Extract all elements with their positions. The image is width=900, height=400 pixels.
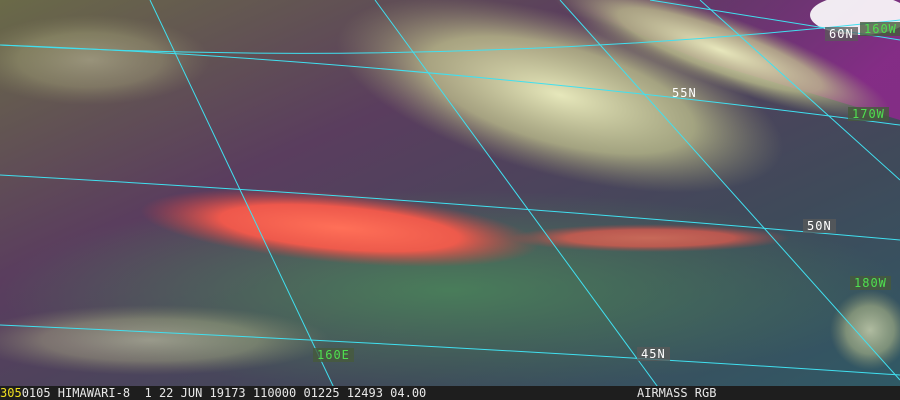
longitude-line-180 bbox=[374, 0, 661, 391]
cloud-band bbox=[336, 0, 784, 193]
status-bar: 3050105 HIMAWARI-8 1 22 JUN 19173 110000… bbox=[0, 386, 900, 400]
dry-air-red-band bbox=[510, 224, 790, 252]
lon-label-180w: 180W bbox=[850, 276, 891, 290]
lon-label-160w: 160W bbox=[860, 22, 900, 36]
graticule bbox=[0, 0, 900, 391]
product-name: AIRMASS RGB bbox=[637, 386, 717, 400]
longitude-line-170w bbox=[559, 0, 900, 381]
cloud-band bbox=[550, 0, 890, 120]
lat-label-60n: 60N bbox=[825, 27, 858, 41]
lon-label-160e: 160E bbox=[313, 348, 354, 362]
lat-label-55n: 55N bbox=[672, 86, 697, 100]
lon-label-170w: 170W bbox=[848, 107, 889, 121]
dry-air-red-band bbox=[140, 189, 540, 267]
cloud-band bbox=[0, 15, 210, 105]
latitude-line-50n bbox=[0, 174, 900, 241]
frame-number: 305 bbox=[0, 386, 22, 400]
cloud-band bbox=[830, 290, 900, 370]
latitude-line-45n bbox=[0, 324, 900, 376]
longitude-line-160w bbox=[699, 0, 900, 181]
lat-label-50n: 50N bbox=[803, 219, 836, 233]
cloud-band bbox=[0, 305, 330, 375]
latitude-line-55n bbox=[0, 44, 900, 126]
latitude-line-60n-upper bbox=[649, 0, 900, 41]
lat-label-45n: 45N bbox=[637, 347, 670, 361]
image-info: 0105 HIMAWARI-8 1 22 JUN 19173 110000 01… bbox=[21, 386, 427, 400]
longitude-line-160e bbox=[149, 0, 336, 391]
